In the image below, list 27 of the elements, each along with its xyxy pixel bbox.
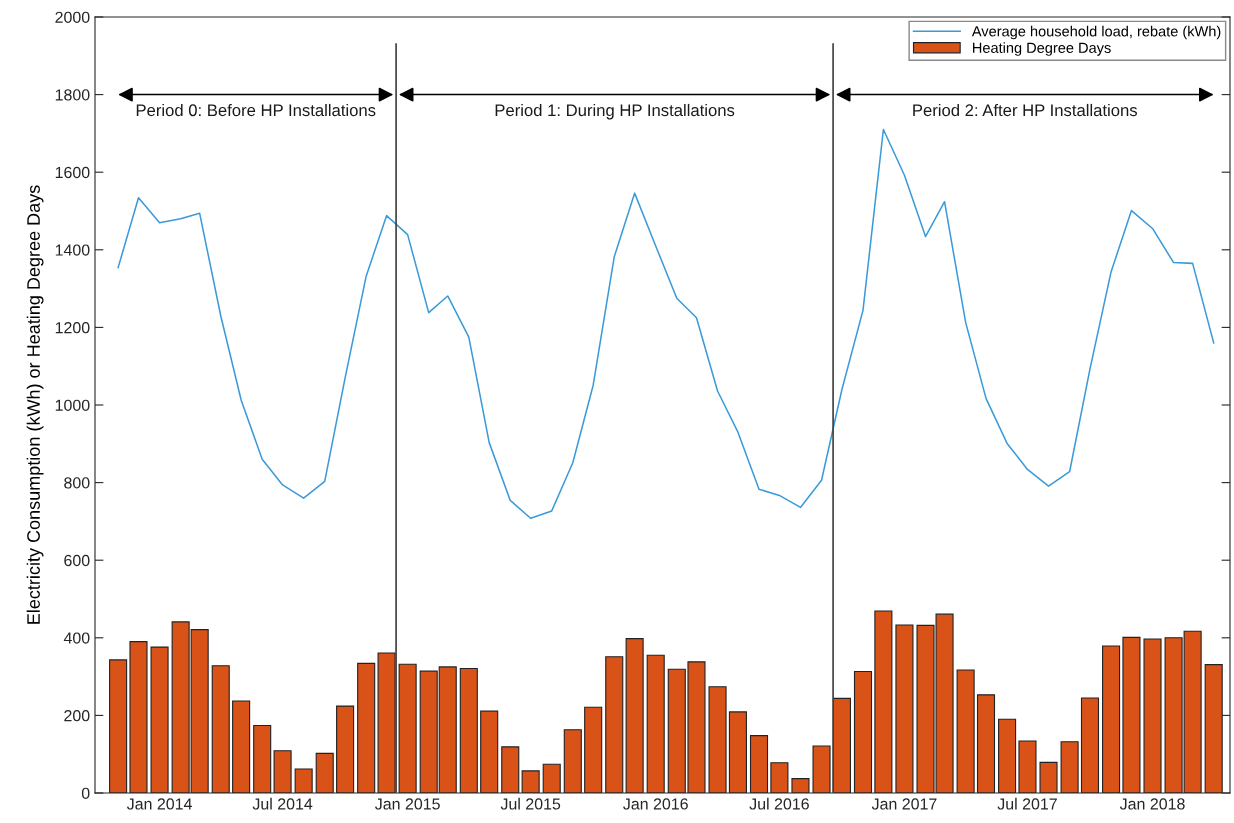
x-tick-label: Jan 2015: [375, 798, 440, 810]
y-tick-label: 200: [64, 710, 90, 722]
y-tick-label: 800: [64, 477, 90, 489]
x-tick-label: Jan 2018: [1119, 798, 1185, 810]
y-tick-label: 1400: [55, 244, 90, 256]
y-tick-label: 0: [81, 787, 90, 799]
annotation: Period 0: Before HP Installations: [136, 103, 376, 117]
y-tick-label: 1800: [55, 89, 90, 101]
y-tick-label: 400: [63, 632, 90, 644]
x-tick-label: Jan 2014: [126, 798, 192, 810]
legend-label: Average household load, rebate (kWh): [971, 25, 1221, 40]
x-tick-label: Jul 2014: [252, 797, 313, 810]
legend-label: Heating Degree Days: [973, 42, 1111, 56]
x-tick-label: Jan 2017: [871, 798, 937, 810]
y-tick-label: 600: [64, 554, 90, 567]
y-tick-label: 1000: [55, 399, 90, 411]
annotation: Period 2: After HP Installations: [913, 103, 1138, 117]
x-tick-label: Jul 2017: [997, 797, 1057, 810]
x-tick-label: Jul 2015: [500, 797, 561, 810]
annotation: Period 1: During HP Installations: [495, 103, 735, 120]
x-tick-label: Jan 2016: [623, 798, 688, 810]
y-tick-label: 1600: [55, 166, 90, 179]
y-tick-label: 1200: [55, 322, 90, 334]
y-axis-title: Electricity Consumption (kWh) or Heating Degree Days: [26, 185, 44, 624]
x-tick-label: Jul 2016: [749, 797, 809, 810]
line-series: [117, 128, 1215, 520]
y-tick-label: 2000: [55, 11, 90, 23]
